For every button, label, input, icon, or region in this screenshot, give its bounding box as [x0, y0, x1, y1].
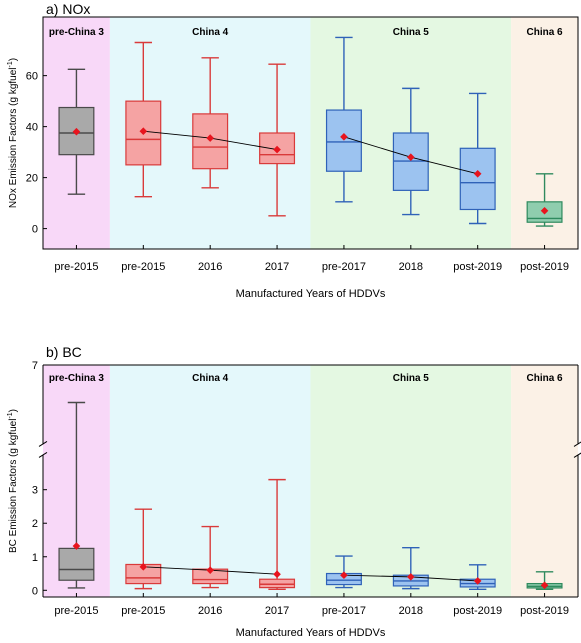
y-tick-label: 0 — [32, 585, 38, 597]
y-axis-title-main: NOx Emission Factors (g kgfuel — [8, 67, 19, 208]
era-label: China 5 — [393, 27, 430, 38]
x-axis-title: Manufactured Years of HDDVs — [236, 288, 386, 300]
y-tick-label: 20 — [26, 173, 38, 185]
mean-marker — [407, 573, 415, 581]
mean-marker — [540, 206, 549, 215]
x-tick-label: post-2019 — [453, 261, 502, 273]
mean-marker — [273, 570, 281, 578]
plot-frame — [42, 16, 579, 250]
era-label: pre-China 3 — [49, 27, 104, 38]
x-tick-label: 2016 — [198, 605, 222, 617]
x-tick-label: pre-2015 — [54, 261, 98, 273]
mean-marker — [340, 133, 348, 141]
y-axis-title-main: BC Emission Factors (g kgfuel — [8, 419, 19, 554]
panel-label: a) NOx — [46, 1, 90, 17]
y-tick-label: 0 — [32, 224, 38, 236]
era-label: China 5 — [393, 373, 430, 384]
x-tick-label: pre-2015 — [121, 261, 165, 273]
x-tick-label: pre-2017 — [322, 261, 366, 273]
axis-break-mark — [38, 452, 48, 458]
x-axis-title: Manufactured Years of HDDVs — [236, 627, 386, 639]
y-axis-title-superscript: -1 — [7, 61, 14, 67]
x-tick-label: pre-2017 — [322, 605, 366, 617]
era-label: China 4 — [192, 27, 229, 38]
mean-marker — [72, 127, 81, 136]
y-tick-label: 3 — [32, 485, 38, 497]
x-tick-label: 2016 — [198, 261, 222, 273]
x-tick-label: 2017 — [265, 605, 289, 617]
mean-marker — [139, 563, 148, 571]
y-tick-label: 7 — [32, 360, 38, 372]
mean-marker — [206, 566, 214, 574]
era-label: pre-China 3 — [49, 373, 104, 384]
y-axis-title-close: ) — [8, 409, 19, 412]
mean-marker — [473, 169, 482, 178]
x-tick-label: pre-2015 — [121, 605, 165, 617]
x-tick-label: post-2019 — [520, 605, 569, 617]
x-tick-label: 2018 — [399, 605, 423, 617]
y-tick-label: 60 — [26, 71, 38, 83]
mean-marker — [407, 153, 415, 162]
mean-marker — [139, 127, 148, 136]
x-tick-label: post-2019 — [520, 261, 569, 273]
y-axis-title-close: ) — [8, 58, 19, 61]
x-tick-label: 2017 — [265, 261, 289, 273]
era-label: China 6 — [527, 27, 564, 38]
y-tick-label: 2 — [32, 518, 38, 530]
mean-marker — [273, 145, 281, 154]
era-background-3 — [511, 365, 578, 597]
x-tick-label: post-2019 — [453, 605, 502, 617]
mean-marker — [473, 577, 482, 585]
y-axis-title: NOx Emission Factors (g kgfuel-1) — [7, 58, 19, 208]
x-tick-label: 2018 — [399, 261, 423, 273]
era-label: China 6 — [527, 373, 564, 384]
mean-marker — [206, 134, 214, 142]
y-axis-title-superscript: -1 — [7, 412, 14, 418]
box-iqr — [58, 547, 95, 581]
axis-break-mark — [38, 441, 48, 447]
mean-marker — [340, 571, 348, 580]
box-iqr — [459, 147, 496, 211]
chart-panel-nox: pre-China 3 China 4 China 5 China 6 0 20 40 60 p… — [7, 1, 579, 300]
y-tick-label: 40 — [26, 122, 38, 134]
y-axis-title: BC Emission Factors (g kgfuel-1) — [7, 409, 19, 553]
panel-label: b) BC — [46, 344, 82, 360]
chart-panel-bc: pre-China 3 China 4 China 5 China 6 0 1 2 3 7 pre… — [7, 344, 581, 639]
box-iqr — [259, 578, 296, 589]
mean-marker — [72, 542, 81, 550]
x-tick-label: pre-2015 — [54, 605, 98, 617]
y-tick-label: 1 — [32, 552, 38, 564]
era-label: China 4 — [192, 373, 229, 384]
mean-marker — [540, 581, 549, 590]
